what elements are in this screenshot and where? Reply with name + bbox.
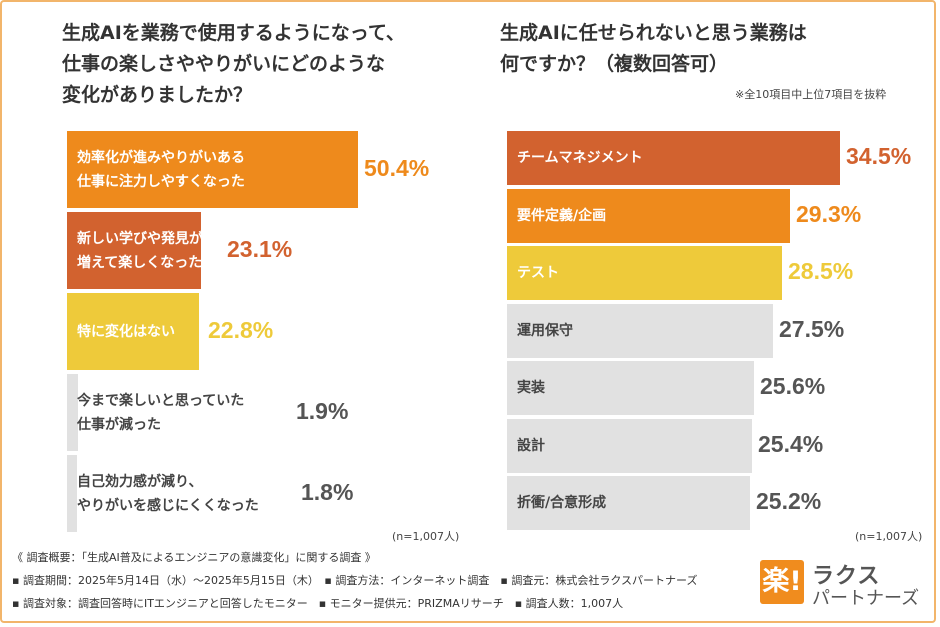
left-row-3-value: 22.8% [208,316,274,343]
right-row-7-bar: 折衝/合意形成 [507,476,750,530]
right-row-6-value: 25.4% [758,431,824,457]
left-sample-size: (n=1,007人) [392,530,460,543]
right-row-5-value: 25.6% [760,373,826,399]
right-row-7-label: 折衝/合意形成 [517,495,607,511]
right-row-2-value: 29.3% [796,201,862,227]
right-row-5-bar: 実装 [507,361,754,415]
left-row-3-label: 特に変化はない [77,323,175,340]
left-row-2-bar: 新しい学びや発見が 増えて楽しくなった [67,212,203,289]
right-row-3-label: テスト [517,265,559,281]
left-row-2-value: 23.1% [227,235,293,262]
left-row-1-label: 効率化が進みやりがいある 仕事に注力しやすくなった [77,149,245,190]
left-row-5-bar: 自己効力感が減り、 やりがいを感じにくくなった [67,455,259,532]
right-row-2-bar: 要件定義/企画 [507,189,790,243]
left-row-1-bar: 効率化が進みやりがいある 仕事に注力しやすくなった [67,131,358,208]
logo-mark: 楽! [760,560,804,604]
left-row-4-label: 今まで楽しいと思っていた 仕事が減った [77,392,245,433]
footer-survey-period: ▪ 調査期間：2025年5月14日（水）〜2025年5月15日（木） ▪ 調査方… [12,574,698,587]
right-chart-subtitle: ※全10項目中上位7項目を抜粋 [735,88,887,101]
right-sample-size: (n=1,007人) [855,530,923,543]
left-chart-title: 生成AIを業務で使用するようになって、 仕事の楽しさややりがいにどのような 変化… [62,22,405,106]
left-row-2-label: 新しい学びや発見が 増えて楽しくなった [77,230,203,271]
company-logo: 楽! ラクス パートナーズ [760,560,930,610]
right-row-2-label: 要件定義/企画 [517,208,607,224]
logo-text-main: ラクス [812,564,881,589]
right-row-1-bar: チームマネジメント [507,131,840,185]
footer-survey-target: ▪ 調査対象：調査回答時にITエンジニアと回答したモニター ▪ モニター提供元：… [12,597,624,610]
right-row-4-label: 運用保守 [517,323,573,339]
left-row-4-value: 1.9% [296,397,349,424]
right-row-4-bar: 運用保守 [507,304,773,358]
left-row-3-bar: 特に変化はない [67,293,199,370]
right-row-3-bar: テスト [507,246,782,300]
right-row-5-label: 実装 [517,380,545,396]
left-row-1-value: 50.4% [364,154,430,181]
logo-text-sub: パートナーズ [812,588,920,609]
right-row-1-label: チームマネジメント [517,150,643,166]
right-row-6-bar: 設計 [507,419,752,473]
right-row-7-value: 25.2% [756,488,822,514]
left-row-5-value: 1.8% [301,478,354,505]
right-row-6-label: 設計 [517,438,545,454]
left-row-4-bar: 今まで楽しいと思っていた 仕事が減った [67,374,244,451]
left-row-5-label: 自己効力感が減り、 やりがいを感じにくくなった [77,473,259,514]
right-chart-title: 生成AIに任せられないと思う業務は 何ですか？（複数回答可） [500,22,807,75]
right-row-4-value: 27.5% [779,316,845,342]
right-row-3-value: 28.5% [788,258,854,284]
right-row-1-value: 34.5% [846,143,912,169]
footer-survey-title: 《 調査概要：「生成AI普及によるエンジニアの意識変化」に関する調査 》 [12,551,376,564]
